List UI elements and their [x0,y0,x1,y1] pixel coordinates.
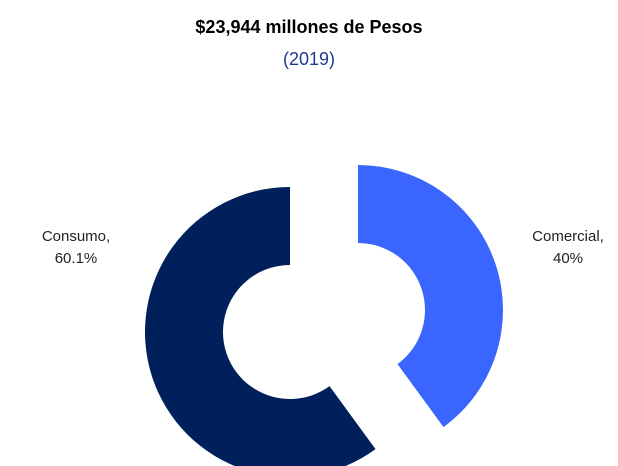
chart-subtitle: (2019) [282,49,336,69]
chart-title: $23,944 millones de Pesos [195,17,423,37]
label-consumo-name: Consumo, [42,228,110,245]
slice-comercial [358,165,503,428]
label-comercial-value: 40% [553,250,583,267]
slice-consumo [145,187,376,466]
label-comercial-name: Comercial, [532,228,604,245]
label-consumo-value: 60.1% [55,250,98,267]
